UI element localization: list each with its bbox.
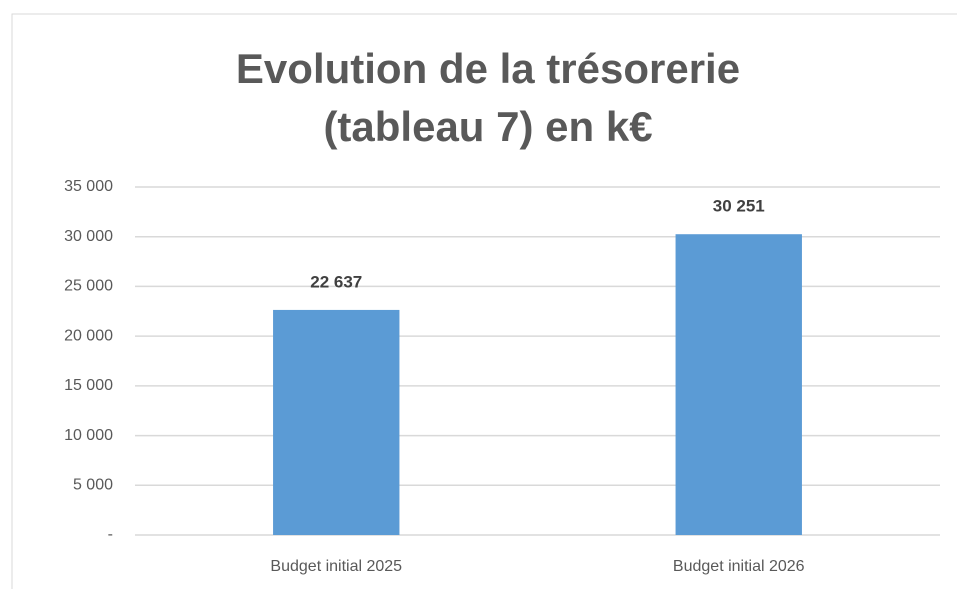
bar <box>675 234 802 535</box>
chart-title: (tableau 7) en k€ <box>323 103 652 150</box>
y-tick-label: 5 000 <box>73 477 113 494</box>
y-tick-label: 10 000 <box>64 427 113 444</box>
data-label: 30 251 <box>713 197 765 216</box>
y-tick-label: 30 000 <box>64 228 113 245</box>
x-tick-label: Budget initial 2026 <box>673 558 805 575</box>
chart-title: Evolution de la trésorerie <box>236 45 740 92</box>
data-label: 22 637 <box>310 272 362 291</box>
y-tick-label: 20 000 <box>64 327 113 344</box>
y-tick-label: 35 000 <box>64 178 113 195</box>
y-tick-label: 25 000 <box>64 278 113 295</box>
x-tick-label: Budget initial 2025 <box>270 558 402 575</box>
bar <box>273 309 400 535</box>
chart-frame <box>11 13 957 589</box>
y-tick-label: 15 000 <box>64 377 113 394</box>
y-tick-label: - <box>108 526 113 543</box>
